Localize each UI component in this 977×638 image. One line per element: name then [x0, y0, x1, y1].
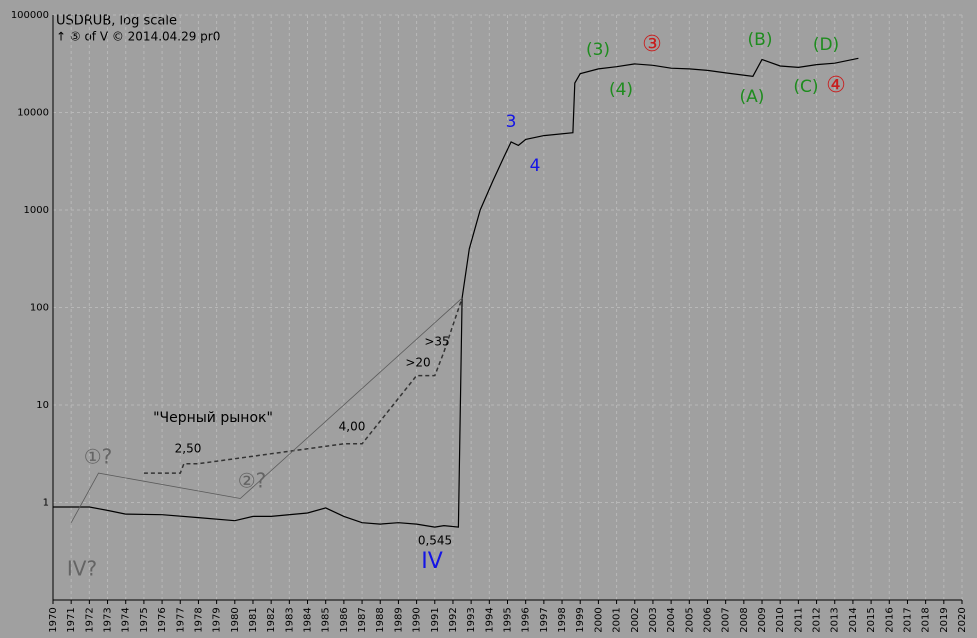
x-tick-label: 2010: [775, 607, 786, 632]
x-tick-label: 2019: [939, 607, 950, 632]
annotation: (4): [609, 80, 633, 100]
x-tick-label: 1972: [84, 607, 95, 632]
annotation: ①?: [84, 445, 113, 469]
chart-subtitle: ↑ ⑤ of V © 2014.04.29 pr0: [56, 30, 220, 44]
annotation: ②?: [238, 469, 267, 493]
x-tick-label: 2001: [612, 607, 623, 632]
x-tick-label: 2003: [648, 607, 659, 632]
x-tick-label: 2009: [757, 607, 768, 632]
y-tick-label: 10: [36, 400, 49, 411]
x-tick-label: 1994: [484, 607, 495, 632]
y-tick-label: 1: [43, 498, 49, 509]
x-tick-label: 2015: [866, 607, 877, 632]
x-tick-label: 2011: [793, 607, 804, 632]
x-tick-label: 1974: [121, 607, 132, 632]
x-tick-label: 1986: [339, 607, 350, 632]
chart-title: USDRUB, log scale: [56, 14, 177, 29]
x-tick-label: 2005: [684, 607, 695, 632]
x-tick-label: 1991: [430, 607, 441, 632]
x-tick-label: 1995: [503, 607, 514, 632]
annotation: IV?: [67, 557, 97, 581]
annotation: 4,00: [339, 420, 366, 434]
x-tick-label: 1992: [448, 607, 459, 632]
x-tick-label: 1997: [539, 607, 550, 632]
x-tick-label: 1970: [48, 607, 59, 632]
x-tick-label: 2013: [830, 607, 841, 632]
x-tick-label: 2016: [884, 607, 895, 632]
x-tick-label: 1977: [175, 607, 186, 632]
annotation: 2,50: [175, 442, 202, 456]
annotation: (B): [748, 30, 773, 50]
x-tick-label: 1982: [266, 607, 277, 632]
x-tick-label: 2017: [902, 607, 913, 632]
x-tick-label: 1985: [321, 607, 332, 632]
x-tick-label: 1983: [284, 607, 295, 632]
annotation: IV: [421, 549, 443, 574]
annotation: (A): [740, 87, 765, 107]
annotation: ④: [826, 73, 846, 98]
x-tick-label: 2018: [921, 607, 932, 632]
annotation: >35: [424, 335, 449, 349]
x-tick-label: 1976: [157, 607, 168, 632]
x-tick-label: 2007: [721, 607, 732, 632]
x-tick-label: 1978: [193, 607, 204, 632]
x-tick-label: 1989: [393, 607, 404, 632]
annotation: "Черный рынок": [153, 410, 273, 426]
annotation: 3: [506, 112, 517, 132]
x-tick-label: 2008: [739, 607, 750, 632]
x-tick-label: 1993: [466, 607, 477, 632]
x-tick-label: 1979: [212, 607, 223, 632]
annotation: >20: [405, 356, 430, 370]
x-tick-label: 1981: [248, 607, 259, 632]
x-tick-label: 1984: [303, 607, 314, 632]
x-tick-label: 2000: [593, 607, 604, 632]
annotation: ③: [642, 32, 662, 57]
x-tick-label: 1987: [357, 607, 368, 632]
x-tick-label: 1990: [412, 607, 423, 632]
y-tick-label: 1000: [24, 205, 49, 216]
y-tick-label: 10000: [17, 108, 49, 119]
x-tick-label: 1980: [230, 607, 241, 632]
series-line: [53, 57, 859, 528]
x-tick-label: 1988: [375, 607, 386, 632]
annotation: (C): [793, 77, 818, 97]
series-line: [143, 297, 463, 474]
x-tick-label: 1971: [66, 607, 77, 632]
x-tick-label: 1999: [575, 607, 586, 632]
series-line: [70, 297, 463, 523]
annotation: 0,545: [418, 534, 452, 548]
x-tick-label: 2004: [666, 607, 677, 632]
x-tick-label: 2012: [812, 607, 823, 632]
annotation: (3): [586, 40, 610, 60]
x-tick-label: 2014: [848, 607, 859, 632]
y-tick-label: 100: [30, 303, 49, 314]
x-tick-label: 1996: [521, 607, 532, 632]
x-tick-label: 2006: [702, 607, 713, 632]
x-tick-label: 1998: [557, 607, 568, 632]
x-tick-label: 2002: [630, 607, 641, 632]
x-tick-label: 1973: [103, 607, 114, 632]
x-tick-label: 1975: [139, 607, 150, 632]
x-tick-label: 2020: [957, 607, 968, 632]
annotation: (D): [813, 35, 839, 55]
y-tick-label: 100000: [11, 10, 49, 21]
annotation: 4: [530, 156, 541, 176]
